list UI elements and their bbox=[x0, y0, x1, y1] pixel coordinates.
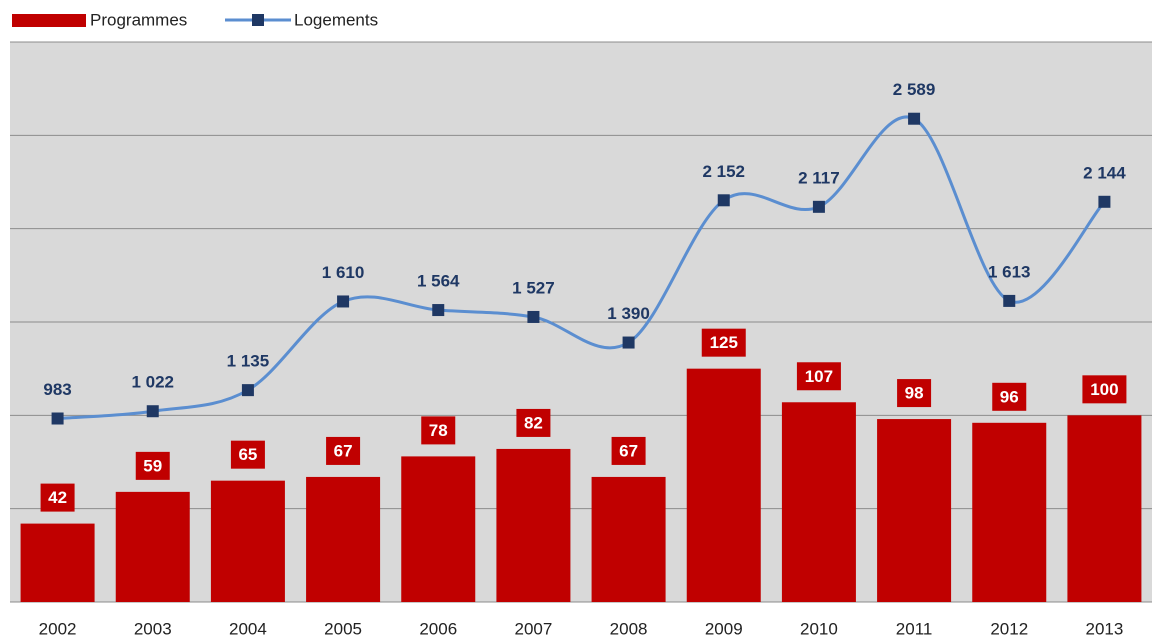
line-marker bbox=[1098, 195, 1111, 208]
data-label: 59 bbox=[143, 456, 162, 475]
x-tick-label: 2002 bbox=[39, 619, 77, 638]
data-label-box bbox=[230, 440, 265, 469]
data-label: 1 564 bbox=[417, 272, 460, 291]
data-label: 100 bbox=[1090, 380, 1118, 399]
data-label: 78 bbox=[429, 421, 448, 440]
bar bbox=[686, 368, 761, 602]
line-marker bbox=[527, 310, 540, 323]
legend-label: Logements bbox=[294, 10, 378, 29]
data-label: 98 bbox=[905, 384, 924, 403]
data-label: 67 bbox=[334, 441, 353, 460]
data-label: 2 152 bbox=[702, 162, 745, 181]
data-label: 1 610 bbox=[322, 263, 365, 282]
data-label: 2 144 bbox=[1083, 163, 1126, 182]
data-label-box bbox=[1082, 375, 1127, 404]
line-marker bbox=[241, 384, 254, 397]
legend-marker bbox=[252, 14, 264, 26]
line-marker bbox=[1003, 294, 1016, 307]
data-label: 2 117 bbox=[798, 168, 840, 187]
data-label: 983 bbox=[43, 380, 71, 399]
x-tick-label: 2010 bbox=[800, 619, 838, 638]
data-label: 125 bbox=[710, 333, 738, 352]
x-tick-label: 2007 bbox=[515, 619, 553, 638]
x-tick-label: 2013 bbox=[1086, 619, 1124, 638]
data-label: 1 613 bbox=[988, 262, 1031, 281]
line-marker bbox=[622, 336, 635, 349]
line-marker bbox=[812, 200, 825, 213]
data-label: 1 022 bbox=[131, 373, 174, 392]
data-label-box bbox=[992, 382, 1027, 411]
data-label-box bbox=[897, 379, 932, 408]
line-marker bbox=[51, 412, 64, 425]
x-tick-label: 2009 bbox=[705, 619, 743, 638]
line-marker bbox=[432, 304, 445, 317]
data-label: 67 bbox=[619, 441, 638, 460]
x-tick-label: 2012 bbox=[990, 619, 1028, 638]
line-marker bbox=[908, 112, 921, 125]
data-label-box bbox=[326, 436, 361, 465]
bar bbox=[306, 476, 381, 602]
x-tick-label: 2005 bbox=[324, 619, 362, 638]
data-label-box bbox=[611, 436, 646, 465]
line-marker bbox=[337, 295, 350, 308]
line-marker bbox=[717, 194, 730, 207]
legend-label: Programmes bbox=[90, 10, 187, 29]
bar bbox=[496, 448, 571, 602]
data-label: 1 527 bbox=[512, 278, 555, 297]
bar bbox=[591, 476, 666, 602]
bar bbox=[1067, 415, 1142, 602]
data-label: 107 bbox=[805, 367, 833, 386]
data-label-box bbox=[40, 483, 75, 512]
x-tick-label: 2008 bbox=[610, 619, 648, 638]
data-label: 65 bbox=[238, 445, 257, 464]
bar bbox=[877, 419, 952, 602]
x-tick-label: 2003 bbox=[134, 619, 172, 638]
data-label: 96 bbox=[1000, 387, 1019, 406]
x-tick-label: 2006 bbox=[419, 619, 457, 638]
x-tick-label: 2004 bbox=[229, 619, 267, 638]
bar bbox=[210, 480, 285, 602]
bar bbox=[972, 422, 1047, 602]
data-label: 2 589 bbox=[893, 80, 936, 99]
data-label-box bbox=[796, 362, 841, 391]
data-label-box bbox=[135, 451, 170, 480]
data-label: 1 135 bbox=[227, 352, 270, 371]
bar bbox=[781, 402, 856, 602]
x-tick-label: 2011 bbox=[896, 619, 933, 638]
data-label: 1 390 bbox=[607, 304, 650, 323]
legend-swatch bbox=[12, 14, 86, 27]
data-label-box bbox=[701, 328, 746, 357]
bar bbox=[20, 523, 95, 602]
data-label-box bbox=[421, 416, 456, 445]
line-marker bbox=[146, 405, 159, 418]
bar bbox=[401, 456, 476, 602]
data-label: 42 bbox=[48, 488, 67, 507]
data-label-box bbox=[516, 408, 551, 437]
bar bbox=[115, 491, 190, 602]
data-label: 82 bbox=[524, 413, 543, 432]
